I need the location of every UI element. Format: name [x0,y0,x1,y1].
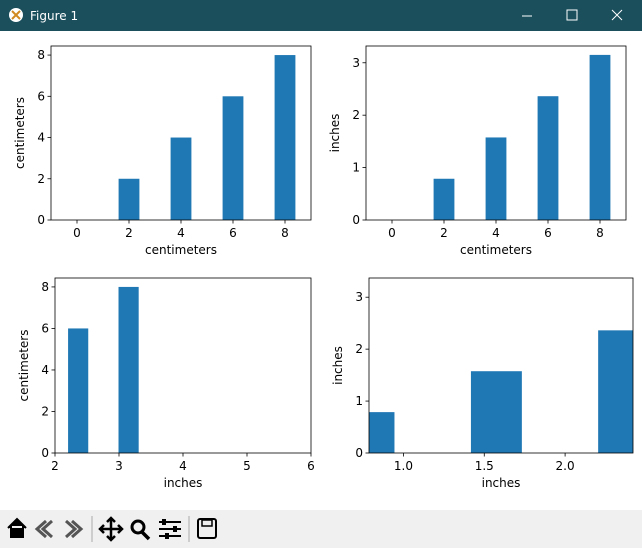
y-axis-label: centimeters [13,97,27,169]
bar [598,330,633,453]
bar [589,54,611,220]
y-tick-label: 2 [37,172,45,186]
bar [68,328,89,453]
save-icon-detail [201,519,213,527]
x-tick-label: 1.5 [475,459,494,473]
bar [222,96,244,220]
axes-frame [54,277,312,454]
y-axis-label: inches [331,346,345,385]
x-axis-label: centimeters [145,243,217,257]
x-tick-label: 5 [243,459,251,473]
x-tick-label: 0 [388,226,396,240]
bar [369,412,395,453]
x-tick-label: 6 [307,459,315,473]
x-axis-label: inches [164,476,203,490]
y-tick-label: 2 [352,108,360,122]
bar [433,178,455,220]
plot-area [68,286,139,453]
forward-button[interactable] [65,519,84,539]
y-tick-label: 8 [41,280,49,294]
save-button[interactable] [197,518,217,539]
zoom-handle [140,530,151,541]
configure-knobs [162,519,177,539]
bar [118,286,139,453]
close-button[interactable] [611,9,623,21]
x-tick-label: 0 [73,226,81,240]
y-tick-label: 4 [37,131,45,145]
y-axis-label: inches [328,114,342,153]
bar [274,55,296,220]
x-tick-label: 4 [177,226,185,240]
x-tick-label: 1.0 [394,459,413,473]
maximize-button[interactable] [566,9,578,21]
y-tick-label: 6 [37,89,45,103]
plot-area [118,55,296,220]
y-tick-label: 0 [37,213,45,227]
x-tick-label: 3 [115,459,123,473]
x-axis-label: inches [482,476,521,490]
x-tick-label: 8 [596,226,604,240]
bar [485,137,507,220]
y-tick-label: 2 [355,342,363,356]
x-axis-label: centimeters [460,243,532,257]
y-tick-label: 1 [355,394,363,408]
x-tick-label: 2 [440,226,448,240]
home-button[interactable] [7,517,27,538]
y-tick-label: 8 [37,48,45,62]
x-tick-label: 4 [492,226,500,240]
y-tick-label: 4 [41,363,49,377]
x-tick-label: 2 [125,226,133,240]
zoom-button[interactable] [130,519,146,535]
axes-frame [368,277,634,454]
x-tick-label: 8 [281,226,289,240]
x-tick-label: 2 [51,459,59,473]
plot-area [433,54,611,220]
y-tick-label: 1 [352,161,360,175]
bar [170,137,192,220]
y-tick-label: 2 [41,404,49,418]
x-tick-label: 4 [179,459,187,473]
y-axis-label: centimeters [17,330,31,402]
bar [118,178,140,220]
y-tick-label: 0 [41,446,49,460]
bar [470,371,522,453]
title-bar [0,0,642,31]
plot-area [369,330,633,453]
x-tick-label: 6 [544,226,552,240]
y-tick-label: 0 [355,446,363,460]
x-tick-label: 2.0 [556,459,575,473]
app-icon-mark [11,10,21,20]
window-title: Figure 1 [30,9,78,23]
pan-button[interactable] [98,516,124,542]
bar [537,96,559,220]
y-tick-label: 3 [355,290,363,304]
y-tick-label: 3 [352,56,360,70]
y-tick-label: 6 [41,321,49,335]
back-button[interactable] [34,519,53,539]
toolbar [0,510,642,548]
x-tick-label: 6 [229,226,237,240]
y-tick-label: 0 [352,213,360,227]
